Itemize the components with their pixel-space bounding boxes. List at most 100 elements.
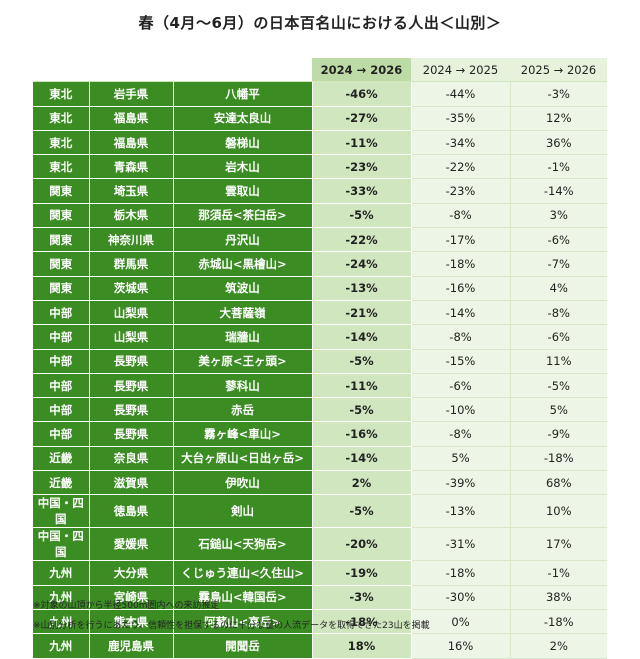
region-cell: 関東	[33, 178, 90, 204]
prefecture-cell: 徳島県	[89, 494, 174, 529]
change-2025-2026-cell: 4%	[509, 276, 607, 301]
prefecture-cell: 大分県	[89, 560, 174, 586]
change-2024-2025-cell: 16%	[410, 633, 510, 659]
change-2025-2026-cell: 36%	[509, 130, 607, 156]
change-2025-2026-cell: 10%	[509, 494, 607, 529]
change-2024-2026-cell: 2%	[312, 470, 411, 496]
table-row: 中部 山梨県 大菩薩嶺 -21% -14% -8%	[33, 300, 607, 326]
change-2024-2025-cell: -31%	[410, 527, 510, 562]
change-2024-2026-cell: -11%	[312, 373, 411, 399]
mountain-cell: 蓼科山	[173, 373, 313, 399]
prefecture-cell: 滋賀県	[89, 470, 174, 496]
change-2024-2026-cell: -3%	[312, 585, 411, 610]
change-2024-2025-cell: -8%	[410, 421, 510, 447]
prefecture-cell: 奈良県	[89, 446, 174, 472]
table-row: 中部 長野県 赤岳 -5% -10% 5%	[33, 397, 607, 423]
table-row: 東北 福島県 磐梯山 -11% -34% 36%	[33, 130, 607, 156]
change-2024-2025-cell: -44%	[410, 81, 510, 107]
change-2024-2025-cell: -8%	[410, 203, 510, 229]
change-2024-2025-cell: -8%	[410, 324, 510, 350]
region-cell: 東北	[33, 154, 90, 180]
region-cell: 九州	[33, 585, 90, 610]
region-cell: 東北	[33, 130, 90, 156]
region-cell: 九州	[33, 633, 90, 659]
change-2024-2025-cell: -34%	[410, 130, 510, 156]
table-row: 東北 岩手県 八幡平 -46% -44% -3%	[33, 81, 607, 107]
region-cell: 近畿	[33, 470, 90, 496]
change-2024-2026-cell: -5%	[312, 203, 411, 229]
table-row: 近畿 奈良県 大台ヶ原山<日出ヶ岳> -14% 5% -18%	[33, 446, 607, 472]
prefecture-cell: 福島県	[89, 106, 174, 131]
table-row: 関東 群馬県 赤城山<黒檜山> -24% -18% -7%	[33, 251, 607, 277]
mountain-cell: 筑波山	[173, 276, 313, 301]
change-2025-2026-cell: 5%	[509, 397, 607, 423]
table-row: 中国・四国 愛媛県 石鎚山<天狗岳> -20% -31% 17%	[33, 527, 607, 562]
change-2025-2026-cell: 38%	[509, 585, 607, 610]
mountain-cell: 赤岳	[173, 397, 313, 423]
change-2025-2026-cell: 68%	[509, 470, 607, 496]
change-2024-2025-cell: 0%	[410, 609, 510, 635]
region-cell: 中部	[33, 349, 90, 374]
table-row: 中部 長野県 霧ヶ峰<車山> -16% -8% -9%	[33, 421, 607, 447]
mountain-cell: 赤城山<黒檜山>	[173, 251, 313, 277]
prefecture-cell: 山梨県	[89, 300, 174, 326]
prefecture-cell: 青森県	[89, 154, 174, 180]
mountain-cell: 美ヶ原<王ヶ頭>	[173, 349, 313, 374]
prefecture-cell: 長野県	[89, 373, 174, 399]
header-blank-mountain	[173, 58, 312, 83]
change-2024-2025-cell: -39%	[410, 470, 510, 496]
prefecture-cell: 群馬県	[89, 251, 174, 277]
change-2025-2026-cell: -7%	[509, 251, 607, 277]
prefecture-cell: 福島県	[89, 130, 174, 156]
change-2025-2026-cell: 12%	[509, 106, 607, 131]
change-2024-2026-cell: -5%	[312, 349, 411, 374]
change-2024-2026-cell: 18%	[312, 633, 411, 659]
change-2025-2026-cell: -1%	[509, 560, 607, 586]
change-2024-2025-cell: -18%	[410, 560, 510, 586]
region-cell: 東北	[33, 81, 90, 107]
region-cell: 東北	[33, 106, 90, 131]
change-2025-2026-cell: -1%	[509, 154, 607, 180]
change-2024-2025-cell: -23%	[410, 178, 510, 204]
change-2024-2026-cell: -14%	[312, 446, 411, 472]
region-cell: 九州	[33, 560, 90, 586]
table-row: 九州 鹿児島県 開聞岳 18% 16% 2%	[33, 633, 607, 659]
prefecture-cell: 宮崎県	[89, 585, 174, 610]
region-cell: 中部	[33, 421, 90, 447]
change-2024-2025-cell: -18%	[410, 251, 510, 277]
mountain-cell: 大菩薩嶺	[173, 300, 313, 326]
mountain-cell: 大台ヶ原山<日出ヶ岳>	[173, 446, 313, 472]
change-2024-2026-cell: -5%	[312, 397, 411, 423]
table-row: 中部 山梨県 瑞牆山 -14% -8% -6%	[33, 324, 607, 350]
mountain-cell: 開聞岳	[173, 633, 313, 659]
header-blank-region	[33, 58, 89, 83]
table-row: 東北 青森県 岩木山 -23% -22% -1%	[33, 154, 607, 180]
change-2025-2026-cell: -14%	[509, 178, 607, 204]
prefecture-cell: 埼玉県	[89, 178, 174, 204]
table-row: 関東 茨城県 筑波山 -13% -16% 4%	[33, 276, 607, 301]
region-cell: 中部	[33, 324, 90, 350]
prefecture-cell: 長野県	[89, 397, 174, 423]
mountain-cell: 磐梯山	[173, 130, 313, 156]
prefecture-cell: 茨城県	[89, 276, 174, 301]
table-body: 東北 岩手県 八幡平 -46% -44% -3% 東北 福島県 安達太良山 -27% -35% 12%…	[33, 81, 607, 659]
change-2024-2026-cell: -18%	[312, 609, 411, 635]
change-2025-2026-cell: 17%	[509, 527, 607, 562]
table-row: 近畿 滋賀県 伊吹山 2% -39% 68%	[33, 470, 607, 496]
mountain-cell: 那須岳<茶臼岳>	[173, 203, 313, 229]
change-2024-2026-cell: -20%	[312, 527, 411, 562]
change-2024-2026-cell: -23%	[312, 154, 411, 180]
change-2024-2025-cell: -22%	[410, 154, 510, 180]
region-cell: 中部	[33, 373, 90, 399]
prefecture-cell: 鹿児島県	[89, 633, 174, 659]
change-2024-2026-cell: -27%	[312, 106, 411, 131]
page-title: 春（4月〜6月）の日本百名山における人出＜山別＞	[138, 14, 502, 32]
table-row: 中国・四国 徳島県 剣山 -5% -13% 10%	[33, 494, 607, 529]
prefecture-cell: 山梨県	[89, 324, 174, 350]
mountain-cell: 八幡平	[173, 81, 313, 107]
change-2024-2026-cell: -21%	[312, 300, 411, 326]
table-row: 東北 福島県 安達太良山 -27% -35% 12%	[33, 106, 607, 131]
change-2024-2025-cell: -35%	[410, 106, 510, 131]
change-2025-2026-cell: -3%	[509, 81, 607, 107]
header-blank-prefecture	[89, 58, 173, 83]
